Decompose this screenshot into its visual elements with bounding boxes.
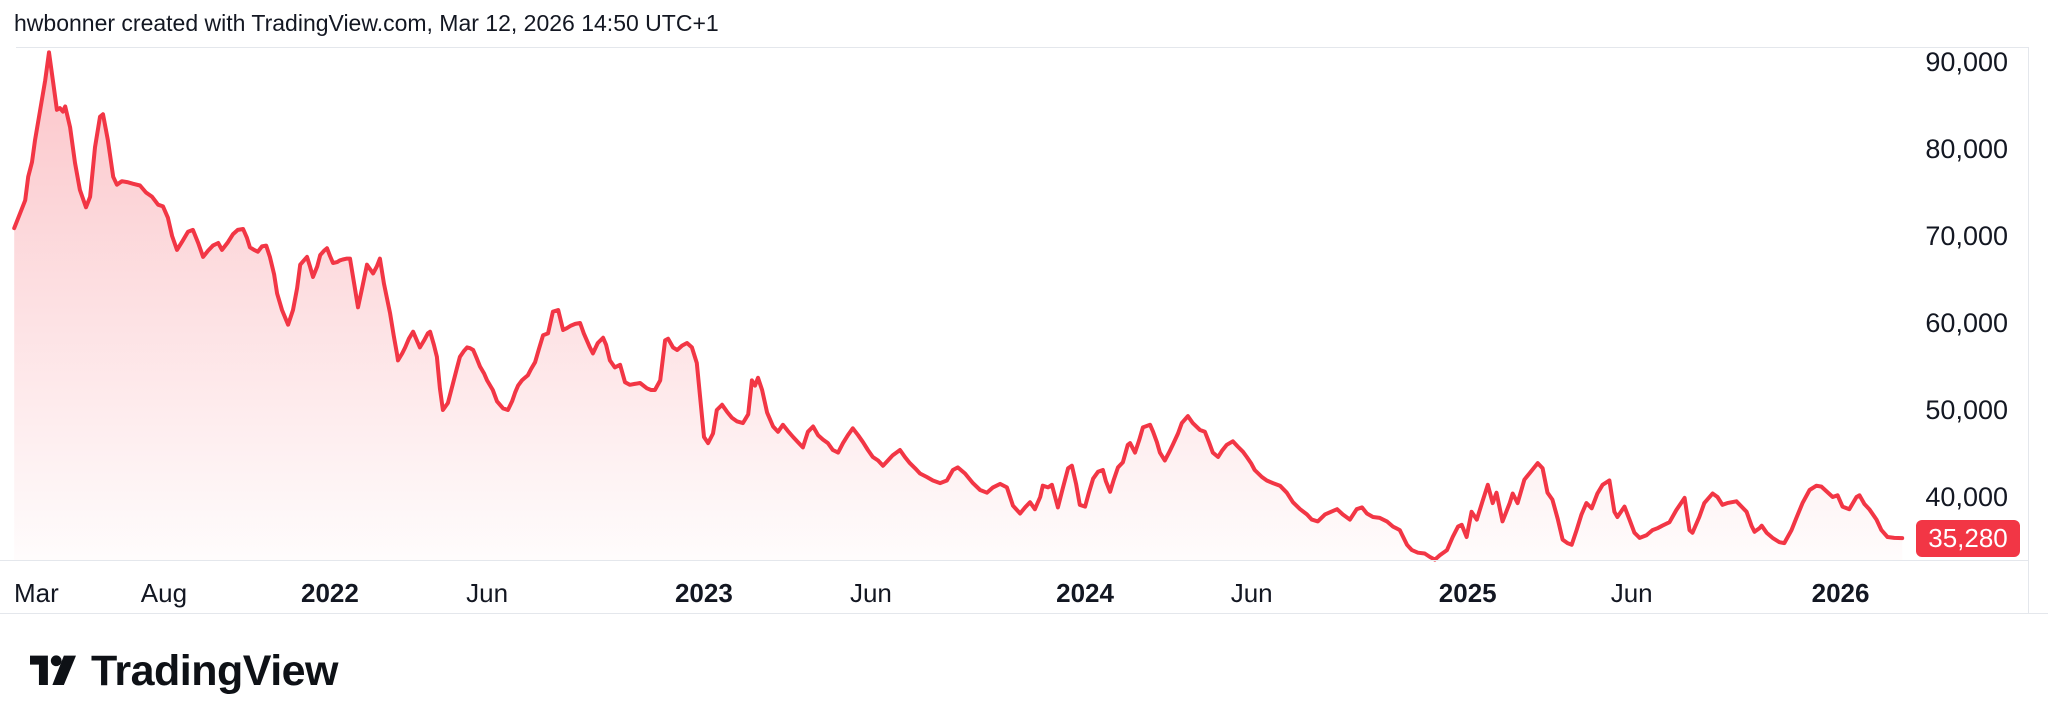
price-line [12,50,1905,562]
time-axis-month-label: Aug [140,578,188,608]
price-axis-label: 70,000 [1925,221,2008,251]
tradingview-logo-icon [30,655,76,686]
price-axis-label: 50,000 [1925,395,2008,425]
plot-bottom-divider [0,560,2028,561]
time-axis-year-label: 2025 [1438,578,1497,608]
last-price-badge: 35,280 [1916,520,2020,558]
chart-attribution-title: hwbonner created with TradingView.com, M… [14,10,719,36]
tradingview-logo[interactable]: TradingView [30,647,339,695]
time-axis-month-label: Jun [1230,578,1273,608]
right-divider [2028,47,2029,614]
time-axis-month-label: Mar [14,578,59,608]
tradingview-logo-text: TradingView [91,647,339,695]
time-axis-month-label: Jun [466,578,509,608]
time-axis-year-label: 2022 [301,578,359,608]
time-axis-bottom-divider [0,613,2048,614]
time-axis-year-label: 2023 [674,578,733,608]
time-axis-month-label: Jun [1610,578,1653,608]
price-axis-label: 40,000 [1925,482,2008,512]
time-axis-month-label: Jun [849,578,892,608]
price-axis-label: 90,000 [1925,47,2008,77]
header-divider [16,47,2028,48]
time-axis-year-label: 2026 [1811,578,1870,608]
time-axis-year-label: 2024 [1056,578,1114,608]
price-area [14,52,1903,561]
price-axis-label: 80,000 [1925,134,2008,164]
price-axis-label: 60,000 [1925,308,2008,338]
